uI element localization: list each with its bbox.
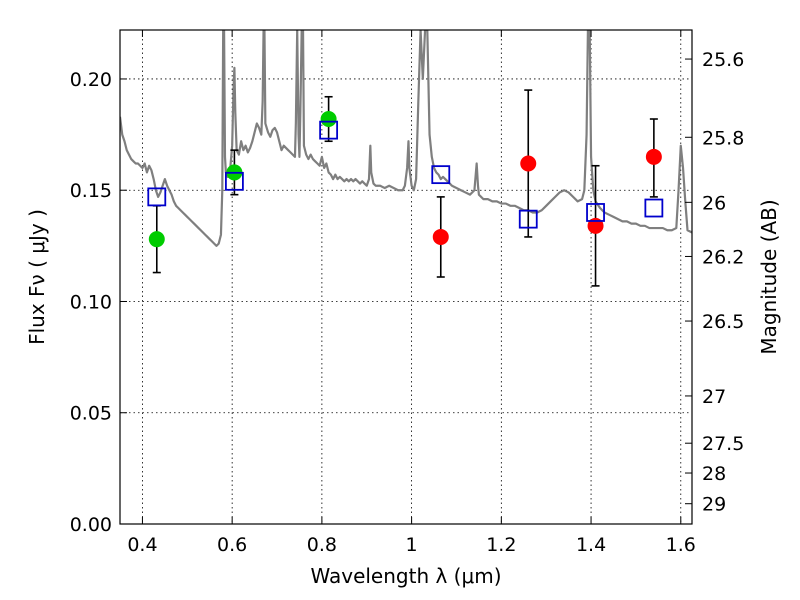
axis-ticks — [120, 30, 692, 525]
y-axis-label: Flux Fν ( μJy ) — [25, 209, 49, 345]
model-point — [224, 171, 244, 191]
x-tick-label: 1 — [406, 534, 418, 556]
mag-tick-label: 27.5 — [702, 433, 744, 455]
model-point — [586, 203, 605, 222]
x-tick-label: 0.6 — [217, 534, 247, 556]
mag-tick-label: 29 — [702, 494, 726, 516]
data-point — [320, 111, 337, 128]
y-tick-label: 0.05 — [70, 403, 112, 425]
data-point — [432, 228, 449, 245]
model-point — [518, 209, 538, 229]
y-tick-label: 0.20 — [70, 69, 112, 91]
data-point — [520, 155, 537, 172]
mag-tick-label: 27 — [702, 386, 726, 408]
plot-frame — [119, 29, 693, 525]
model-point — [319, 120, 339, 140]
mag-tick-label: 25.6 — [702, 49, 744, 71]
y-tick-label: 0.10 — [70, 291, 112, 313]
x-tick-label: 1.2 — [486, 534, 516, 556]
model-point — [431, 165, 451, 185]
model-spectrum — [120, 30, 692, 247]
x-tick-label: 0.4 — [127, 534, 157, 556]
right-axis-label: Magnitude (AB) — [757, 199, 781, 354]
x-tick-label: 1.6 — [666, 534, 696, 556]
model-point — [147, 187, 167, 207]
mag-tick-label: 26 — [702, 192, 726, 214]
tick-labels: 0.4 0.6 0.8 1 1.2 1.4 1.6 0.00 0.05 0.10 0.15 0.20 2… — [70, 49, 745, 556]
mag-tick-label: 28 — [702, 463, 726, 485]
data-point — [645, 148, 662, 165]
mag-tick-label: 25.8 — [702, 127, 744, 149]
y-tick-label: 0.15 — [70, 180, 112, 202]
model-point — [644, 198, 664, 218]
data-markers — [147, 111, 664, 248]
mag-tick-label: 26.5 — [702, 311, 744, 333]
model-spectrum-line — [120, 30, 692, 247]
x-tick-label: 0.8 — [307, 534, 337, 556]
x-tick-label: 1.4 — [576, 534, 606, 556]
x-axis-label: Wavelength λ (μm) — [310, 564, 501, 588]
data-point — [587, 217, 604, 234]
y-tick-label: 0.00 — [70, 514, 112, 536]
mag-tick-label: 26.2 — [702, 246, 744, 268]
data-point — [148, 231, 165, 248]
